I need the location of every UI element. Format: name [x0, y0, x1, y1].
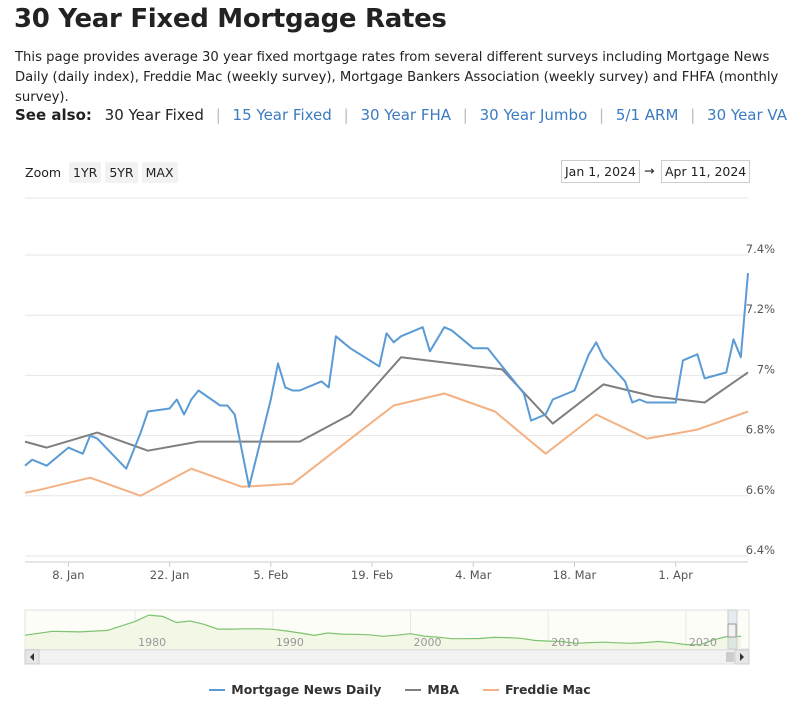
- zoom-max-button[interactable]: MAX: [141, 162, 178, 183]
- legend-label-freddie: Freddie Mac: [505, 682, 591, 697]
- see-also-separator: |: [215, 106, 221, 124]
- navigator-handle[interactable]: [727, 623, 737, 638]
- series-line-freddie[interactable]: [24, 392, 749, 497]
- see-also-separator: |: [690, 106, 696, 124]
- series-line-mnd[interactable]: [24, 273, 749, 488]
- legend-item-freddie[interactable]: Freddie Mac: [483, 682, 591, 697]
- see-also-link-30-year-jumbo[interactable]: 30 Year Jumbo: [479, 106, 588, 124]
- legend-item-mba[interactable]: MBA: [405, 682, 459, 697]
- y-tick-label: 7.2%: [746, 302, 775, 316]
- y-tick-label: 6.4%: [746, 543, 775, 557]
- legend-swatch-mba: [405, 688, 422, 691]
- legend-label-mnd: Mortgage News Daily: [231, 682, 382, 697]
- see-also-nav: See also: 30 Year Fixed | 15 Year Fixed …: [15, 106, 787, 124]
- page-title: 30 Year Fixed Mortgage Rates: [14, 4, 447, 34]
- y-tick-label: 6.6%: [746, 483, 775, 497]
- see-also-current: 30 Year Fixed: [104, 106, 204, 124]
- y-tick-label: 7.4%: [746, 242, 775, 256]
- legend-swatch-freddie: [483, 688, 500, 691]
- navigator-scrollbar[interactable]: [24, 649, 750, 665]
- legend-item-mnd[interactable]: Mortgage News Daily: [209, 682, 381, 697]
- y-tick-label: 6.8%: [746, 423, 775, 437]
- x-tick-label: 8. Jan: [52, 568, 84, 582]
- scroll-left-arrow-icon: [30, 653, 34, 661]
- chart-legend: Mortgage News Daily MBA Freddie Mac: [0, 682, 800, 697]
- page-intro: This page provides average 30 year fixed…: [15, 50, 779, 105]
- navigator-tick-label: 1990: [276, 636, 304, 649]
- see-also-separator: |: [462, 106, 468, 124]
- series-lines[interactable]: [24, 273, 749, 497]
- y-tick-label: 7%: [757, 362, 775, 376]
- x-tick-label: 1. Apr: [658, 568, 693, 582]
- x-tick-label: 22. Jan: [150, 568, 190, 582]
- scrollbar-thumb[interactable]: [726, 652, 734, 662]
- range-arrow: →: [644, 163, 655, 178]
- zoom-label: Zoom: [25, 165, 62, 180]
- navigator[interactable]: 1980 1990 2000 2010 2020: [0, 600, 800, 668]
- navigator-line: [24, 614, 742, 646]
- navigator-axis-labels: 1980 1990 2000 2010 2020: [138, 636, 717, 649]
- navigator-tick-label: 1980: [138, 636, 166, 649]
- navigator-tick-label: 2010: [551, 636, 579, 649]
- scroll-right-arrow-icon: [740, 653, 744, 661]
- x-tick-label: 18. Mar: [553, 568, 597, 582]
- see-also-link-30-year-va[interactable]: 30 Year VA: [707, 106, 787, 124]
- navigator-controls[interactable]: [24, 609, 750, 665]
- see-also-link-30-year-fha[interactable]: 30 Year FHA: [360, 106, 451, 124]
- navigator-tick-label: 2000: [414, 636, 442, 649]
- range-from-input[interactable]: Jan 1, 2024: [561, 160, 640, 183]
- legend-swatch-mnd: [209, 688, 226, 691]
- navigator-series: [24, 614, 742, 649]
- legend-label-mba: MBA: [427, 682, 460, 697]
- navigator-tick-label: 2020: [689, 636, 717, 649]
- x-tick-label: 4. Mar: [455, 568, 492, 582]
- see-also-separator: |: [343, 106, 349, 124]
- x-tick-label: 5. Feb: [253, 568, 288, 582]
- navigator-area: [25, 615, 741, 649]
- main-chart: 7.4% 7.2% 7% 6.8% 6.6% 6.4% 8. Jan 22. Jan 5. F…: [24, 197, 775, 582]
- x-tick-label: 19. Feb: [351, 568, 393, 582]
- zoom-5yr-button[interactable]: 5YR: [105, 162, 138, 183]
- grid-lines: [25, 197, 748, 567]
- see-also-label: See also:: [15, 106, 92, 124]
- y-axis-labels: 7.4% 7.2% 7% 6.8% 6.6% 6.4%: [746, 242, 775, 557]
- x-axis-labels: 8. Jan 22. Jan 5. Feb 19. Feb 4. Mar 18. Mar 1…: [52, 568, 693, 582]
- range-to-input[interactable]: Apr 11, 2024: [661, 160, 751, 183]
- see-also-link-5-1-arm[interactable]: 5/1 ARM: [615, 106, 679, 124]
- zoom-controls: Zoom 1YR 5YR MAX: [25, 162, 182, 183]
- zoom-1yr-button[interactable]: 1YR: [69, 162, 102, 183]
- series-line-mba[interactable]: [24, 356, 749, 452]
- see-also-link-15-year-fixed[interactable]: 15 Year Fixed: [232, 106, 332, 124]
- see-also-separator: |: [599, 106, 605, 124]
